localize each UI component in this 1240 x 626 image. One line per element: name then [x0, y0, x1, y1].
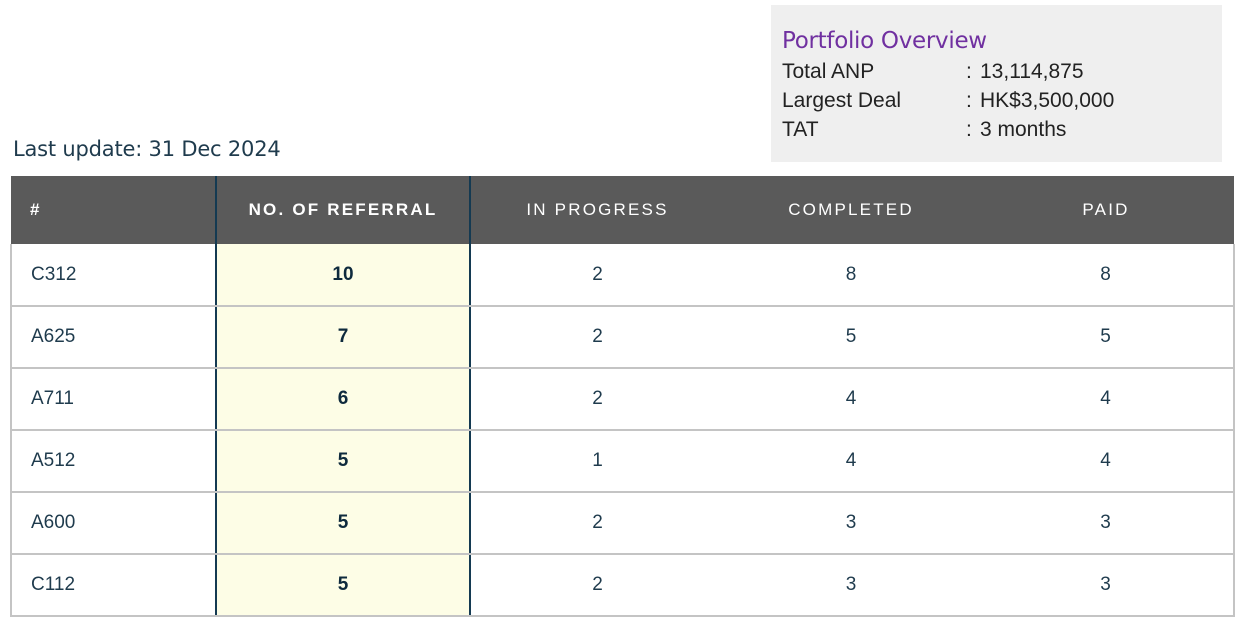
cell-completed: 3 — [724, 554, 978, 617]
column-header-completed: COMPLETED — [724, 176, 978, 244]
cell-referrals: 5 — [215, 492, 471, 555]
cell-id: A625 — [10, 306, 216, 369]
table-row: A512 5 1 4 4 — [10, 430, 1235, 493]
cell-referrals: 6 — [215, 368, 471, 431]
overview-label: TAT — [782, 118, 819, 141]
overview-separator: : — [966, 118, 972, 141]
table-row: A711 6 2 4 4 — [10, 368, 1235, 431]
last-update-text: Last update: 31 Dec 2024 — [13, 137, 281, 161]
overview-separator: : — [966, 60, 972, 83]
overview-separator: : — [966, 89, 972, 112]
cell-in-progress: 2 — [470, 306, 724, 369]
table-row: A625 7 2 5 5 — [10, 306, 1235, 369]
cell-id: C112 — [10, 554, 216, 617]
table-row: A600 5 2 3 3 — [10, 492, 1235, 555]
overview-label: Largest Deal — [782, 89, 902, 112]
cell-completed: 5 — [724, 306, 978, 369]
cell-paid: 3 — [978, 554, 1235, 617]
overview-row-tat: TAT : 3 months — [782, 115, 1222, 144]
overview-label: Total ANP — [782, 60, 875, 83]
cell-completed: 4 — [724, 430, 978, 493]
portfolio-overview-panel: Portfolio Overview Total ANP : 13,114,87… — [771, 5, 1222, 162]
table-header-row: # NO. OF REFERRAL IN PROGRESS COMPLETED … — [11, 176, 1234, 244]
cell-in-progress: 2 — [470, 368, 724, 431]
cell-referrals: 10 — [215, 244, 471, 307]
cell-paid: 8 — [978, 244, 1235, 307]
column-header-id: # — [11, 176, 216, 244]
cell-id: A512 — [10, 430, 216, 493]
table-row: C312 10 2 8 8 — [10, 244, 1235, 307]
overview-value: 13,114,875 — [980, 60, 1084, 83]
cell-in-progress: 1 — [470, 430, 724, 493]
cell-referrals: 7 — [215, 306, 471, 369]
cell-completed: 3 — [724, 492, 978, 555]
cell-paid: 4 — [978, 430, 1235, 493]
cell-referrals: 5 — [215, 430, 471, 493]
column-header-in-progress: IN PROGRESS — [470, 176, 724, 244]
cell-completed: 8 — [724, 244, 978, 307]
overview-row-total-anp: Total ANP : 13,114,875 — [782, 57, 1222, 86]
cell-paid: 3 — [978, 492, 1235, 555]
cell-id: A711 — [10, 368, 216, 431]
cell-in-progress: 2 — [470, 244, 724, 307]
cell-in-progress: 2 — [470, 492, 724, 555]
overview-row-largest-deal: Largest Deal : HK$3,500,000 — [782, 86, 1222, 115]
cell-id: C312 — [10, 244, 216, 307]
cell-completed: 4 — [724, 368, 978, 431]
cell-paid: 5 — [978, 306, 1235, 369]
overview-value: 3 months — [980, 118, 1067, 141]
referral-table: # NO. OF REFERRAL IN PROGRESS COMPLETED … — [10, 176, 1235, 617]
portfolio-overview-title: Portfolio Overview — [782, 28, 987, 54]
cell-paid: 4 — [978, 368, 1235, 431]
column-header-referrals: NO. OF REFERRAL — [215, 176, 471, 244]
overview-value: HK$3,500,000 — [980, 89, 1115, 112]
cell-id: A600 — [10, 492, 216, 555]
table-row: C112 5 2 3 3 — [10, 554, 1235, 617]
cell-in-progress: 2 — [470, 554, 724, 617]
column-header-paid: PAID — [978, 176, 1234, 244]
cell-referrals: 5 — [215, 554, 471, 617]
